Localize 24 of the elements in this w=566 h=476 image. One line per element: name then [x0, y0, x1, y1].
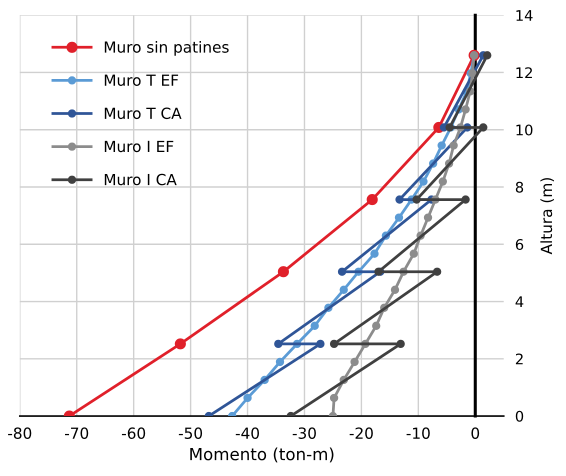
y-tick-label: 10 [516, 124, 532, 136]
x-tick-label: -60 [122, 427, 146, 439]
legend-label: Muro I CA [104, 174, 177, 186]
y-axis-title: Altura (m) [540, 178, 554, 254]
x-tick-label: 0 [471, 427, 480, 439]
y-tick-label: 0 [516, 410, 524, 422]
y-tick-label: 12 [516, 67, 532, 78]
x-axis-title: Momento (ton-m) [190, 447, 334, 462]
x-tick-label: -70 [65, 427, 88, 439]
legend-label: Muro sin patines [104, 41, 229, 56]
x-tick-label: -50 [178, 427, 202, 439]
x-tick-label: -80 [8, 427, 32, 439]
legend-label: Muro T CA [104, 108, 182, 120]
y-tick-label: 2 [516, 353, 523, 364]
legend-label: Muro I EF [104, 140, 174, 152]
legend-label: Muro T EF [104, 74, 178, 86]
x-tick-label: -20 [350, 427, 373, 439]
y-tick-label: 14 [516, 10, 533, 21]
y-tick-label: 4 [516, 296, 524, 308]
x-tick-label: -40 [236, 427, 260, 439]
y-tick-label: 8 [516, 182, 524, 193]
y-tick-label: 6 [516, 238, 524, 250]
x-tick-label: -10 [406, 427, 430, 439]
x-tick-label: -30 [292, 427, 316, 439]
